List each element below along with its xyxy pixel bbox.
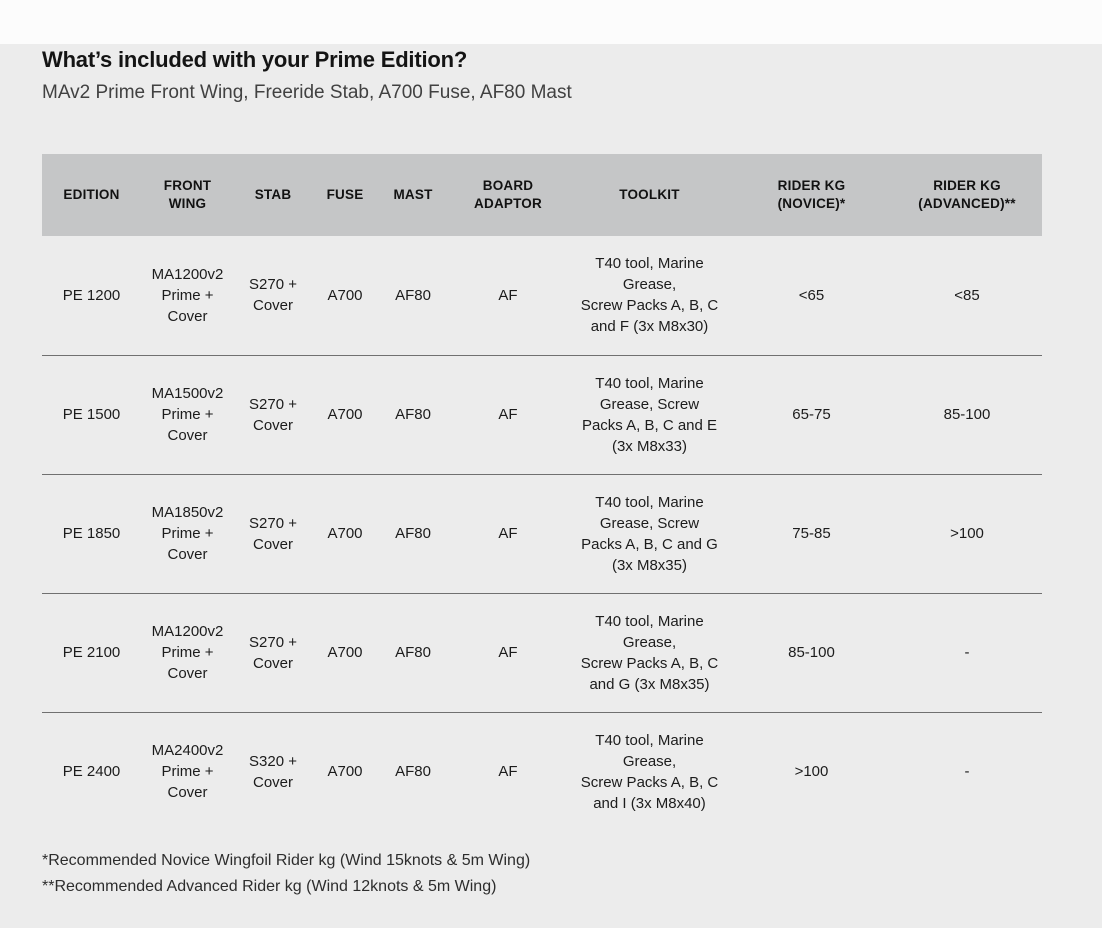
cell-front-wing: MA1850v2 Prime + Cover	[151, 504, 224, 563]
cell-board-adaptor: AF	[498, 644, 518, 661]
cell-toolkit: T40 tool, Marine Grease, Screw Packs A, …	[581, 493, 718, 574]
cell-front-wing: MA2400v2 Prime + Cover	[151, 742, 224, 802]
cell-mast: AF80	[395, 286, 431, 304]
column-header-fuse: FUSE	[326, 187, 364, 202]
cell-fuse: A700	[327, 286, 363, 304]
cell-mast: AF80	[395, 406, 431, 423]
footnote-advanced: **Recommended Advanced Rider kg (Wind 12…	[42, 878, 497, 895]
cell-rider-kg-advanced: 85-100	[943, 406, 991, 423]
column-header-edition: EDITION	[63, 187, 120, 202]
cell-rider-kg-novice: 85-100	[788, 644, 835, 661]
cell-toolkit: T40 tool, Marine Grease, Screw Packs A, …	[580, 731, 719, 812]
cell-mast: AF80	[395, 763, 431, 781]
cell-stab: S270 + Cover	[249, 633, 297, 672]
cell-rider-kg-advanced: >100	[950, 525, 984, 542]
cell-rider-kg-novice: >100	[794, 763, 829, 781]
cell-edition: PE 2100	[62, 644, 121, 661]
cell-rider-kg-advanced: <85	[954, 286, 980, 304]
cell-rider-kg-advanced: -	[964, 644, 970, 661]
cell-rider-kg-novice: <65	[798, 286, 825, 304]
footnote-novice: *Recommended Novice Wingfoil Rider kg (W…	[42, 852, 531, 869]
cell-mast: AF80	[395, 525, 431, 542]
page-subtitle: MAv2 Prime Front Wing, Freeride Stab, A7…	[42, 82, 572, 103]
table-body: PE 1200 MA1200v2 Prime + Cover S270 + Co…	[42, 236, 1042, 831]
included-items-table: EDITION FRONT WING STAB FUSE MAST BOARD …	[42, 154, 1042, 831]
cell-fuse: A700	[327, 763, 363, 781]
column-header-board-adaptor: BOARD ADAPTOR	[474, 178, 542, 211]
cell-toolkit: T40 tool, Marine Grease, Screw Packs A, …	[580, 612, 719, 693]
column-header-rider-kg-advanced: RIDER KG (ADVANCED)**	[918, 178, 1016, 211]
cell-rider-kg-novice: 65-75	[792, 406, 831, 423]
cell-edition: PE 1850	[62, 525, 121, 542]
cell-rider-kg-novice: 75-85	[792, 525, 831, 542]
cell-stab: S320 + Cover	[249, 752, 297, 791]
column-header-mast: MAST	[393, 187, 433, 202]
column-header-front-wing: FRONT WING	[163, 178, 212, 211]
cell-board-adaptor: AF	[498, 763, 518, 781]
table-row: PE 1200 MA1200v2 Prime + Cover S270 + Co…	[42, 236, 1042, 355]
table-row: PE 2100 MA1200v2 Prime + Cover S270 + Co…	[42, 593, 1042, 712]
cell-fuse: A700	[327, 525, 363, 542]
column-header-rider-kg-novice: RIDER KG (NOVICE)*	[777, 178, 846, 211]
column-header-toolkit: TOOLKIT	[619, 187, 680, 202]
footnotes: *Recommended Novice Wingfoil Rider kg (W…	[42, 848, 1042, 900]
cell-fuse: A700	[327, 644, 363, 661]
table-row: PE 2400 MA2400v2 Prime + Cover S320 + Co…	[42, 712, 1042, 831]
cell-front-wing: MA1500v2 Prime + Cover	[151, 385, 224, 444]
prime-edition-section: What’s included with your Prime Edition?…	[42, 47, 1042, 900]
cell-edition: PE 1500	[62, 406, 121, 423]
page-title: What’s included with your Prime Edition?	[42, 47, 468, 72]
cell-stab: S270 + Cover	[249, 395, 297, 434]
cell-board-adaptor: AF	[498, 406, 518, 423]
cell-mast: AF80	[395, 644, 431, 661]
cell-edition: PE 1200	[62, 286, 121, 304]
cell-board-adaptor: AF	[498, 286, 518, 304]
cell-fuse: A700	[327, 406, 363, 423]
table-row: PE 1500 MA1500v2 Prime + Cover S270 + Co…	[42, 355, 1042, 474]
cell-stab: S270 + Cover	[249, 514, 297, 553]
column-header-stab: STAB	[254, 187, 292, 202]
header-row: EDITION FRONT WING STAB FUSE MAST BOARD …	[42, 154, 1042, 236]
table-header: EDITION FRONT WING STAB FUSE MAST BOARD …	[42, 154, 1042, 236]
cell-board-adaptor: AF	[498, 525, 518, 542]
cell-toolkit: T40 tool, Marine Grease, Screw Packs A, …	[580, 255, 719, 336]
cell-edition: PE 2400	[62, 763, 121, 781]
table-row: PE 1850 MA1850v2 Prime + Cover S270 + Co…	[42, 474, 1042, 593]
cell-front-wing: MA1200v2 Prime + Cover	[151, 623, 224, 682]
cell-front-wing: MA1200v2 Prime + Cover	[151, 265, 224, 325]
cell-stab: S270 + Cover	[249, 276, 297, 315]
cell-rider-kg-advanced: -	[964, 763, 970, 781]
cell-toolkit: T40 tool, Marine Grease, Screw Packs A, …	[581, 374, 718, 455]
top-white-band	[0, 0, 1102, 44]
